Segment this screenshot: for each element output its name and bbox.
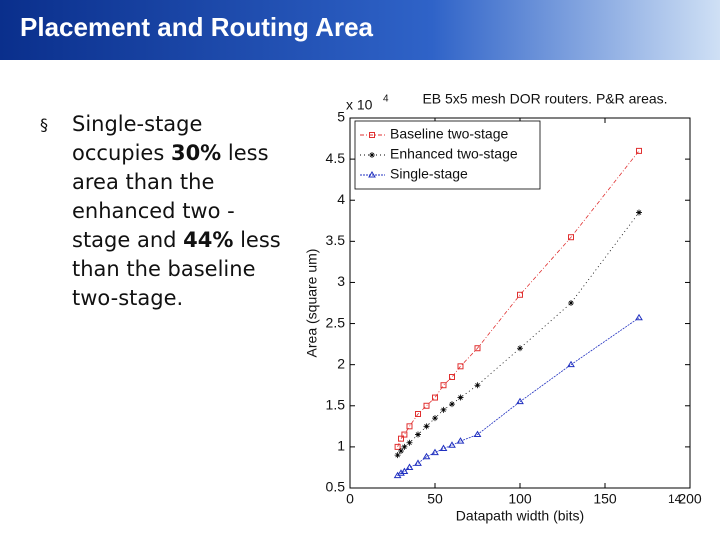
bullet-text: Single-stage occupies 30% less area than… — [72, 110, 290, 313]
point — [567, 360, 575, 368]
chart-title: EB 5x5 mesh DOR routers. P&R areas. — [422, 91, 667, 107]
point — [440, 406, 447, 413]
y-tick-label: 1.5 — [326, 396, 346, 412]
point — [432, 415, 438, 422]
bullet-segment: 30% — [170, 141, 222, 165]
legend-marker — [369, 152, 375, 158]
point — [448, 441, 456, 448]
point — [422, 452, 431, 460]
point — [398, 435, 404, 442]
point — [406, 439, 413, 446]
point — [401, 443, 408, 450]
point — [473, 430, 482, 438]
point — [517, 291, 523, 298]
y-tick-label: 5 — [337, 109, 345, 125]
slide-title: Placement and Routing Area — [20, 12, 373, 42]
legend-box — [354, 120, 541, 190]
point — [423, 402, 430, 409]
point — [568, 300, 574, 306]
multiplier: x 10 — [346, 97, 373, 113]
point — [457, 394, 464, 401]
point — [568, 234, 574, 241]
point — [405, 463, 414, 470]
point — [517, 345, 523, 352]
y-tick-label: 3.5 — [326, 232, 346, 248]
point — [457, 363, 464, 370]
point — [415, 431, 421, 438]
x-tick-label: 200 — [678, 491, 702, 507]
bullet-segment: Single-stage occupies — [72, 112, 203, 165]
series-line — [397, 212, 640, 456]
legend-marker — [369, 132, 375, 138]
bullet-segment: 44% — [183, 228, 234, 252]
point — [474, 382, 481, 389]
legend-label: Baseline two-stage — [390, 126, 509, 142]
legend-label: Single-stage — [390, 166, 468, 182]
bullet-segment: less area than the enhanced two -stage a… — [72, 141, 269, 252]
point — [474, 345, 481, 352]
point — [394, 443, 401, 450]
y-tick-label: 2.5 — [326, 314, 346, 330]
x-axis-label: Datapath width (bits) — [456, 508, 584, 524]
point — [400, 467, 409, 475]
point — [635, 313, 643, 321]
point — [440, 382, 447, 389]
point — [406, 423, 413, 430]
point — [516, 397, 524, 405]
point — [401, 431, 408, 438]
x-tick-label: 100 — [508, 491, 532, 507]
x-tick-label: 0 — [346, 491, 354, 507]
page-number: 14 — [668, 492, 682, 506]
point — [394, 452, 401, 459]
series-line — [397, 150, 640, 448]
point — [423, 423, 430, 430]
multiplier-exponent: 4 — [383, 94, 389, 105]
point — [414, 459, 422, 466]
point — [415, 411, 421, 417]
bullet-marker: § — [40, 115, 48, 134]
x-tick-label: 50 — [427, 491, 443, 507]
point — [431, 448, 439, 456]
y-tick-label: 2 — [337, 355, 345, 371]
point — [449, 374, 455, 380]
point — [449, 401, 455, 408]
point — [432, 394, 438, 401]
point — [456, 437, 465, 444]
legend-marker — [368, 171, 376, 178]
bullet-segment: less than the baseline two-stage. — [72, 228, 281, 310]
point — [398, 448, 404, 454]
y-tick-label: 4 — [337, 191, 345, 207]
y-axis-label: Area (square um) — [304, 249, 320, 358]
legend-label: Enhanced two-stage — [390, 146, 518, 162]
y-tick-label: 0.5 — [326, 479, 346, 495]
point — [636, 147, 642, 154]
y-tick-label: 1 — [337, 438, 345, 454]
point — [439, 444, 448, 452]
point — [397, 469, 405, 476]
y-tick-label: 4.5 — [326, 150, 346, 166]
point — [636, 209, 642, 216]
title-bar: Placement and Routing Area — [0, 0, 720, 60]
x-tick-label: 150 — [593, 491, 617, 507]
bullet: § Single-stage occupies 30% less area tha… — [40, 110, 290, 313]
y-tick-label: 3 — [337, 273, 345, 289]
